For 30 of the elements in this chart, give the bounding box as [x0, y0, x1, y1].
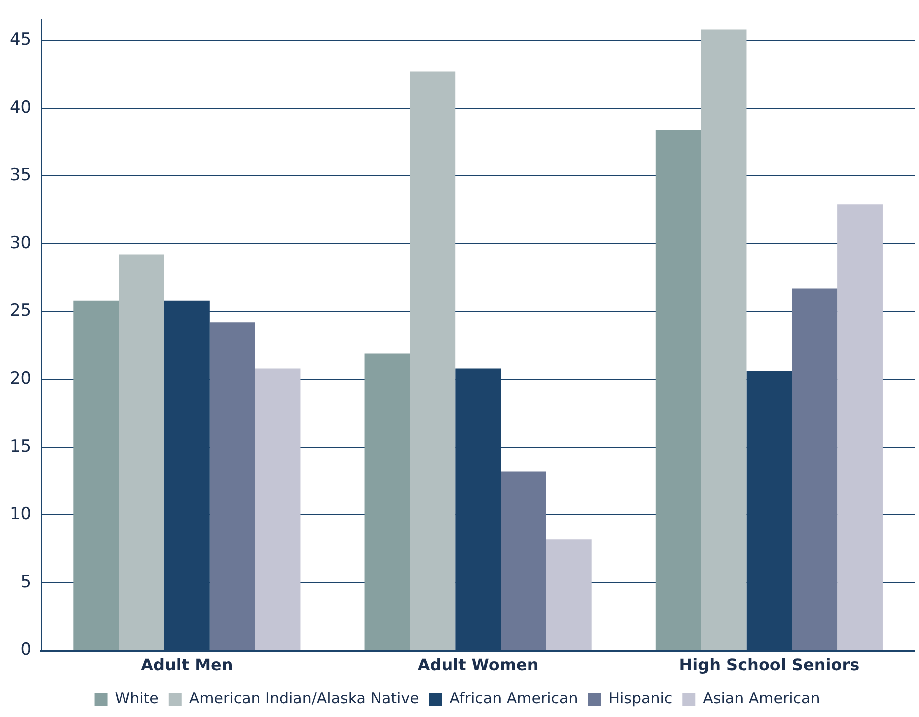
bar: [119, 254, 164, 650]
y-tick-label: 5: [20, 572, 32, 592]
y-tick-label: 35: [10, 166, 32, 186]
y-tick-label: 40: [10, 98, 32, 118]
bar: [255, 368, 301, 650]
y-tick-label: 15: [10, 436, 32, 457]
legend-label: White: [115, 689, 159, 708]
x-tick-label: Adult Men: [141, 656, 234, 675]
x-tick-label: Adult Women: [418, 656, 539, 675]
bar: [74, 300, 120, 650]
legend-label: American Indian/Alaska Native: [189, 689, 420, 708]
bar: [364, 354, 410, 650]
bar: [210, 322, 256, 650]
bar: [546, 540, 592, 650]
legend-label: Asian American: [703, 689, 820, 708]
bar: [701, 30, 747, 650]
y-tick-label: 30: [10, 233, 32, 254]
legend-label: Hispanic: [608, 689, 673, 708]
bar: [410, 72, 456, 650]
y-tick-label: 10: [10, 504, 32, 525]
bar: [838, 204, 883, 650]
legend-label: African American: [450, 689, 578, 708]
y-tick-label: 25: [10, 301, 32, 322]
bar: [501, 472, 546, 650]
y-tick-label: 20: [10, 368, 32, 389]
bar: [656, 130, 702, 650]
x-tick-label: High School Seniors: [679, 656, 860, 675]
y-tick-label: 0: [20, 640, 32, 660]
bar: [792, 288, 838, 650]
y-tick-label: 45: [10, 30, 32, 50]
